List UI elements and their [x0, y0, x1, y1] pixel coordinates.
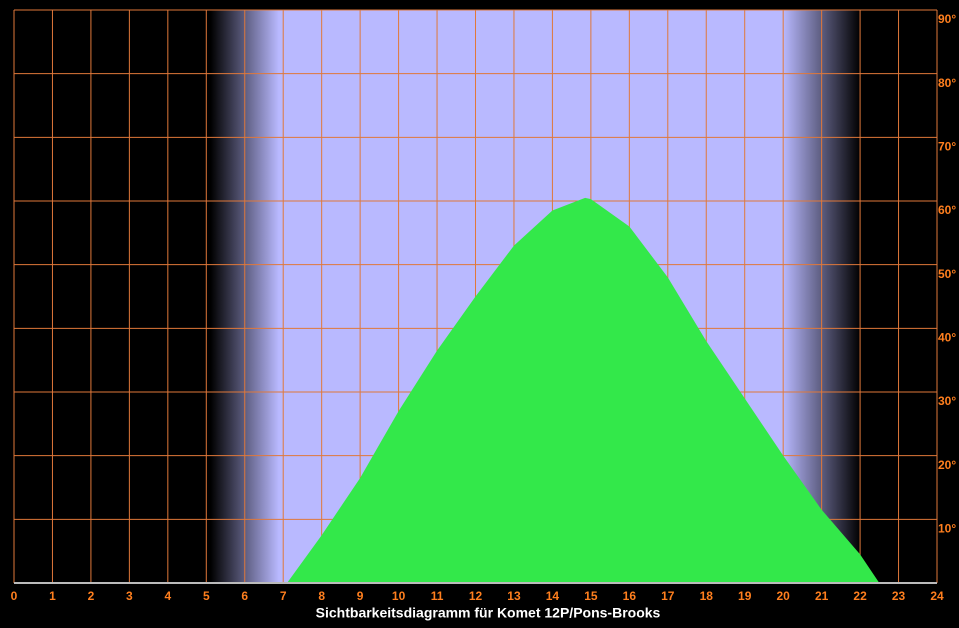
y-tick-label: 10° — [938, 522, 956, 536]
y-tick-label: 40° — [938, 331, 956, 345]
x-tick-label: 11 — [431, 589, 444, 603]
y-tick-label: 20° — [938, 458, 956, 472]
y-tick-label: 60° — [938, 203, 956, 217]
x-tick-label: 23 — [892, 589, 906, 603]
x-tick-label: 0 — [11, 589, 18, 603]
x-tick-label: 1 — [49, 589, 56, 603]
x-tick-label: 6 — [241, 589, 248, 603]
chart-title: Sichtbarkeitsdiagramm für Komet 12P/Pons… — [316, 605, 661, 621]
y-tick-label: 50° — [938, 267, 956, 281]
y-tick-label: 30° — [938, 394, 956, 408]
x-tick-label: 4 — [164, 589, 171, 603]
x-tick-label: 22 — [853, 589, 867, 603]
marks — [14, 197, 937, 584]
x-tick-label: 14 — [546, 589, 560, 603]
x-tick-label: 20 — [776, 589, 790, 603]
x-tick-label: 18 — [700, 589, 714, 603]
x-tick-label: 21 — [815, 589, 829, 603]
x-tick-label: 5 — [203, 589, 210, 603]
x-tick-label: 7 — [280, 589, 287, 603]
labels: 0 1 2 3 4 5 6 7 8 9 10 11 12 13 14 15 16 17 18 19 20 21 22 23 24… — [11, 12, 957, 603]
x-tick-label: 15 — [584, 589, 598, 603]
x-tick-label: 12 — [469, 589, 483, 603]
x-tick-label: 19 — [738, 589, 752, 603]
y-tick-label: 80° — [938, 76, 956, 90]
x-tick-label: 24 — [930, 589, 944, 603]
visibility-area — [287, 197, 880, 584]
x-tick-label: 2 — [88, 589, 95, 603]
y-tick-label: 90° — [938, 12, 956, 26]
x-tick-label: 17 — [661, 589, 675, 603]
x-tick-label: 13 — [507, 589, 521, 603]
x-tick-label: 16 — [623, 589, 637, 603]
x-tick-label: 9 — [357, 589, 364, 603]
y-tick-label: 70° — [938, 140, 956, 154]
x-tick-label: 10 — [392, 589, 406, 603]
x-tick-label: 8 — [318, 589, 325, 603]
x-tick-label: 3 — [126, 589, 133, 603]
